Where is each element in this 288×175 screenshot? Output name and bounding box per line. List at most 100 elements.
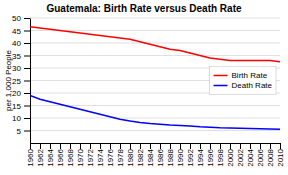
y-tick: 30: [12, 64, 30, 73]
x-tick: 1984: [146, 143, 155, 167]
grid-line: [30, 130, 280, 131]
x-tick: 2000: [226, 143, 235, 167]
x-tick-label: 1976: [106, 148, 115, 166]
y-tick-label: 5: [17, 127, 22, 136]
y-tick: 45: [12, 27, 30, 36]
x-tick: 1968: [66, 143, 75, 167]
y-axis: 5101520253035404550: [12, 14, 30, 143]
x-tick-mark: [40, 143, 41, 149]
x-tick-label: 2002: [236, 148, 245, 166]
x-tick-label: 1970: [76, 148, 85, 166]
x-tick-mark: [30, 143, 31, 149]
y-tick-label: 45: [12, 27, 21, 36]
x-tick-mark: [70, 143, 71, 149]
y-tick-label: 20: [12, 89, 21, 98]
x-tick: 1986: [156, 143, 165, 167]
x-tick-label: 1990: [176, 148, 185, 166]
x-tick: 2002: [236, 143, 245, 167]
x-tick-mark: [120, 143, 121, 149]
x-tick: 2008: [266, 143, 275, 167]
y-tick-label: 15: [12, 102, 21, 111]
y-tick-mark: [24, 56, 30, 57]
x-tick: 1966: [56, 143, 65, 167]
x-tick: 1962: [36, 143, 45, 167]
x-tick-mark: [140, 143, 141, 149]
x-tick: 1974: [96, 143, 105, 167]
y-tick: 10: [12, 114, 30, 123]
x-tick: 1994: [196, 143, 205, 167]
x-tick: 1996: [206, 143, 215, 167]
y-axis-title: per 1,000 People: [4, 49, 13, 110]
y-tick-mark: [24, 118, 30, 119]
x-tick-mark: [230, 143, 231, 149]
x-tick-label: 1986: [156, 148, 165, 166]
x-tick-mark: [50, 143, 51, 149]
x-tick-label: 1984: [146, 148, 155, 166]
x-tick-mark: [100, 143, 101, 149]
legend-box: [210, 67, 276, 95]
y-tick-label: 50: [12, 14, 21, 23]
y-tick: 50: [12, 14, 30, 23]
x-axis: 1960196219641966196819701972197419761978…: [26, 143, 285, 167]
line: [30, 27, 280, 62]
x-tick-mark: [90, 143, 91, 149]
x-tick: 1970: [76, 143, 85, 167]
y-tick-mark: [24, 106, 30, 107]
x-tick-label: 1968: [66, 148, 75, 166]
legend-swatch: [214, 75, 228, 77]
x-tick-label: 2006: [256, 148, 265, 166]
y-tick-mark: [24, 68, 30, 69]
y-tick-label: 30: [12, 64, 21, 73]
x-tick-mark: [280, 143, 281, 149]
x-tick-mark: [150, 143, 151, 149]
legend-swatch: [214, 85, 228, 87]
x-tick: 1992: [186, 143, 195, 167]
grid: [30, 18, 280, 131]
y-axis-line: [30, 19, 31, 144]
x-tick: 1980: [126, 143, 135, 167]
legend-label: Death Rate: [232, 81, 273, 90]
x-tick-label: 1972: [86, 148, 95, 166]
x-tick-mark: [270, 143, 271, 149]
grid-line: [30, 18, 280, 19]
x-tick: 2006: [256, 143, 265, 167]
x-tick-label: 1980: [126, 148, 135, 166]
y-tick-mark: [24, 43, 30, 44]
y-tick: 40: [12, 39, 30, 48]
y-tick-label: 35: [12, 52, 21, 61]
title: Guatemala: Birth Rate versus Death Rate: [46, 3, 242, 14]
x-tick-mark: [200, 143, 201, 149]
legend-label: Birth Rate: [232, 71, 268, 80]
x-tick-label: 1992: [186, 148, 195, 166]
grid-line: [30, 118, 280, 119]
y-tick: 5: [17, 127, 30, 136]
x-tick: 1982: [136, 143, 145, 167]
y-tick-label: 10: [12, 114, 21, 123]
lines: [30, 27, 280, 130]
x-tick-mark: [260, 143, 261, 149]
grid-line: [30, 55, 280, 56]
x-tick-label: 2000: [226, 148, 235, 166]
x-axis-line: [31, 143, 281, 144]
x-tick-mark: [60, 143, 61, 149]
x-tick-mark: [110, 143, 111, 149]
x-tick: 1976: [106, 143, 115, 167]
chart: Guatemala: Birth Rate versus Death Rate 1…: [0, 0, 288, 175]
x-tick: 1988: [166, 143, 175, 167]
y-tick-mark: [24, 31, 30, 32]
x-tick-label: 1982: [136, 148, 145, 166]
x-tick: 2010: [276, 143, 285, 167]
x-tick: 1960: [26, 143, 35, 167]
x-tick-mark: [220, 143, 221, 149]
x-tick-label: 1964: [46, 148, 55, 166]
x-tick-label: 1966: [56, 148, 65, 166]
y-tick-mark: [24, 131, 30, 132]
line: [30, 96, 280, 130]
x-tick-mark: [210, 143, 211, 149]
x-tick-label: 1994: [196, 148, 205, 166]
x-tick-label: 1996: [206, 148, 215, 166]
x-tick: 1964: [46, 143, 55, 167]
y-tick-mark: [24, 81, 30, 82]
x-tick-label: 2008: [266, 148, 275, 166]
y-tick: 20: [12, 89, 30, 98]
